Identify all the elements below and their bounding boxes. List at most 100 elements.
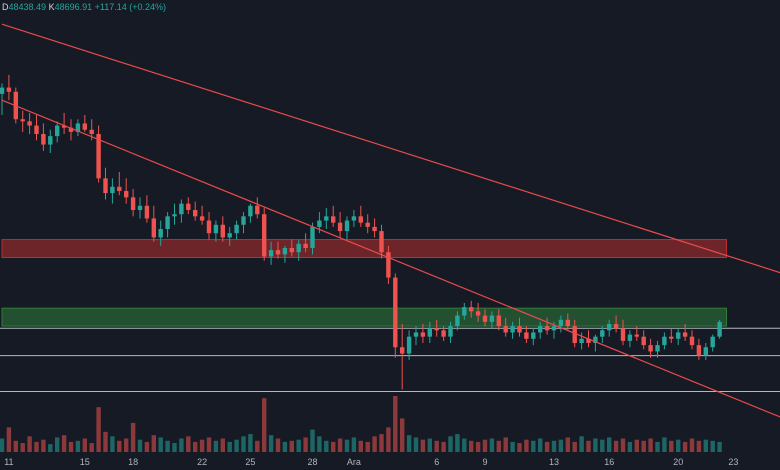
volume-bar	[248, 434, 253, 452]
volume-bar	[34, 441, 39, 452]
candle	[496, 309, 501, 331]
candle-body	[61, 125, 67, 128]
candle	[151, 205, 156, 242]
candle-body	[510, 326, 515, 333]
candle	[61, 112, 67, 134]
volume-bar	[448, 436, 453, 452]
candle-body	[669, 336, 674, 339]
volume-bar	[655, 441, 660, 452]
candle	[289, 239, 294, 257]
candle-body	[689, 336, 695, 346]
x-tick-label: 13	[549, 457, 559, 467]
candle	[372, 218, 377, 238]
x-tick-label: 11	[4, 457, 13, 467]
candle-body	[165, 216, 170, 229]
x-tick-label: 25	[245, 457, 255, 467]
volume-bar	[89, 443, 94, 452]
candle	[268, 241, 274, 265]
volume-bar	[0, 438, 5, 452]
volume-bar	[110, 436, 115, 452]
volume-bar	[593, 438, 598, 452]
volume-bar	[296, 439, 301, 452]
volume-bar	[130, 422, 136, 452]
candle	[517, 317, 522, 337]
candle-body	[303, 243, 308, 248]
volume-bar	[579, 436, 584, 452]
candle-body	[268, 250, 274, 257]
trend-line	[1, 23, 780, 274]
candle-body	[34, 125, 39, 134]
volume-bar	[227, 441, 232, 452]
horizontal-lines-layer	[0, 327, 780, 393]
candle-body	[538, 326, 543, 333]
volume-bar	[703, 439, 708, 452]
candle	[703, 343, 708, 360]
x-tick-label: 18	[128, 457, 138, 467]
candle	[213, 220, 219, 242]
candle	[365, 214, 370, 234]
candle	[662, 332, 667, 350]
candle	[158, 220, 163, 246]
volume-bar	[544, 441, 550, 452]
candle	[199, 205, 205, 225]
candle-body	[6, 87, 12, 92]
candle	[165, 212, 170, 238]
change-value: +117.14 (+0.24%)	[94, 2, 167, 12]
candle-body	[124, 191, 129, 198]
volume-bar	[641, 440, 646, 452]
candle	[206, 212, 212, 240]
volume-bar	[289, 440, 294, 452]
low-label: D	[2, 2, 9, 12]
resistance-zone	[1, 239, 727, 259]
candle-body	[55, 125, 60, 137]
candle-body	[475, 311, 481, 316]
volume-bar	[61, 435, 67, 452]
volume-bar	[158, 437, 163, 452]
candle-body	[386, 252, 391, 278]
candle	[634, 326, 639, 341]
candle	[607, 319, 612, 337]
candle-body	[641, 336, 646, 346]
candle	[186, 197, 191, 215]
x-axis: 11 15 18 22 25 28 Ara 6 9 13 16 20 23	[4, 457, 738, 467]
volume-bar	[41, 439, 46, 452]
candle-body	[262, 214, 267, 257]
volume-bar	[179, 438, 184, 452]
candle	[510, 321, 515, 339]
candle-body	[358, 216, 363, 223]
candle-body	[310, 226, 315, 248]
volume-bar	[600, 439, 605, 452]
candle-body	[600, 330, 605, 337]
volume-bar	[586, 440, 591, 452]
candle	[262, 207, 267, 261]
candle	[386, 245, 391, 284]
volume-bar	[572, 441, 577, 452]
candle	[524, 326, 529, 343]
candle-body	[441, 330, 446, 337]
volume-bar	[234, 439, 239, 452]
candle	[82, 115, 87, 132]
candle	[531, 328, 536, 346]
candle-body	[206, 220, 212, 234]
candle-body	[248, 205, 253, 217]
candle-body	[117, 186, 122, 191]
candle	[620, 319, 626, 346]
candle-body	[379, 231, 384, 253]
volume-bar	[689, 438, 695, 452]
candle-body	[41, 134, 46, 145]
candle	[27, 112, 32, 134]
x-tick-label: 9	[482, 457, 487, 467]
candle	[351, 210, 357, 227]
volume-layer	[0, 396, 722, 452]
volume-bar	[331, 441, 336, 452]
volume-bar	[337, 438, 343, 452]
candle-body	[413, 332, 419, 337]
candle	[455, 311, 460, 331]
candle-body	[696, 345, 702, 356]
volume-bar	[75, 440, 81, 452]
volume-bar	[193, 441, 198, 452]
support-zone	[1, 307, 727, 327]
volume-bar	[551, 440, 557, 452]
